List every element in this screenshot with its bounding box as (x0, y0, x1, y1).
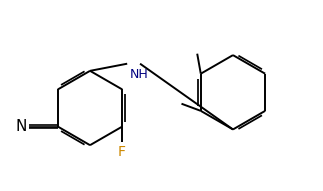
Text: F: F (118, 145, 126, 159)
Text: NH: NH (130, 68, 149, 81)
Text: N: N (16, 119, 27, 134)
